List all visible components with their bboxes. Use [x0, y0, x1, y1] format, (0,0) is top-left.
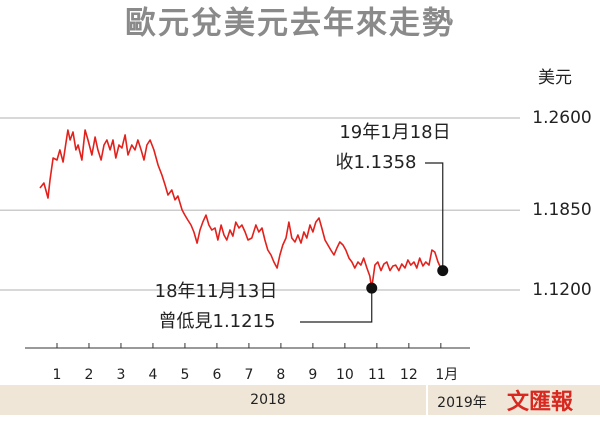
y-tick-label: 1.1850: [532, 200, 591, 220]
year-band: [0, 385, 600, 415]
x-tick-label: 1月: [435, 367, 458, 383]
price-line: [39, 129, 444, 289]
x-tick-label: 3: [117, 367, 126, 383]
leader-line: [300, 288, 373, 323]
year-label: 2019年: [437, 395, 487, 411]
annotation-dot: [366, 282, 378, 294]
chart-title: 歐元兌美元去年來走勢: [125, 6, 455, 42]
y-tick-label: 1.2600: [532, 108, 591, 128]
x-tick-label: 4: [148, 367, 157, 383]
y-tick-label: 1.1200: [532, 280, 591, 300]
year-label: 2018: [250, 392, 286, 408]
annotation-dot: [437, 265, 449, 277]
source-logo: 文匯報: [507, 389, 574, 415]
y-axis-unit: 美元: [538, 68, 572, 88]
x-tick-label: 11: [368, 367, 386, 383]
x-tick-label: 5: [180, 367, 189, 383]
annotation-text: 19年1月18日: [339, 122, 450, 143]
annotation-text: 收1.1358: [336, 152, 417, 173]
x-tick-label: 6: [212, 367, 221, 383]
x-tick-label: 1: [53, 367, 62, 383]
x-tick-label: 2: [85, 367, 94, 383]
leader-line: [425, 162, 444, 271]
x-tick-label: 10: [336, 367, 354, 383]
x-tick-label: 7: [244, 367, 253, 383]
annotation-text: 曾低見1.1215: [159, 311, 276, 332]
x-tick-label: 8: [276, 367, 285, 383]
x-tick-label: 9: [308, 367, 317, 383]
annotation-text: 18年11月13日: [155, 281, 278, 302]
x-tick-label: 12: [400, 367, 418, 383]
